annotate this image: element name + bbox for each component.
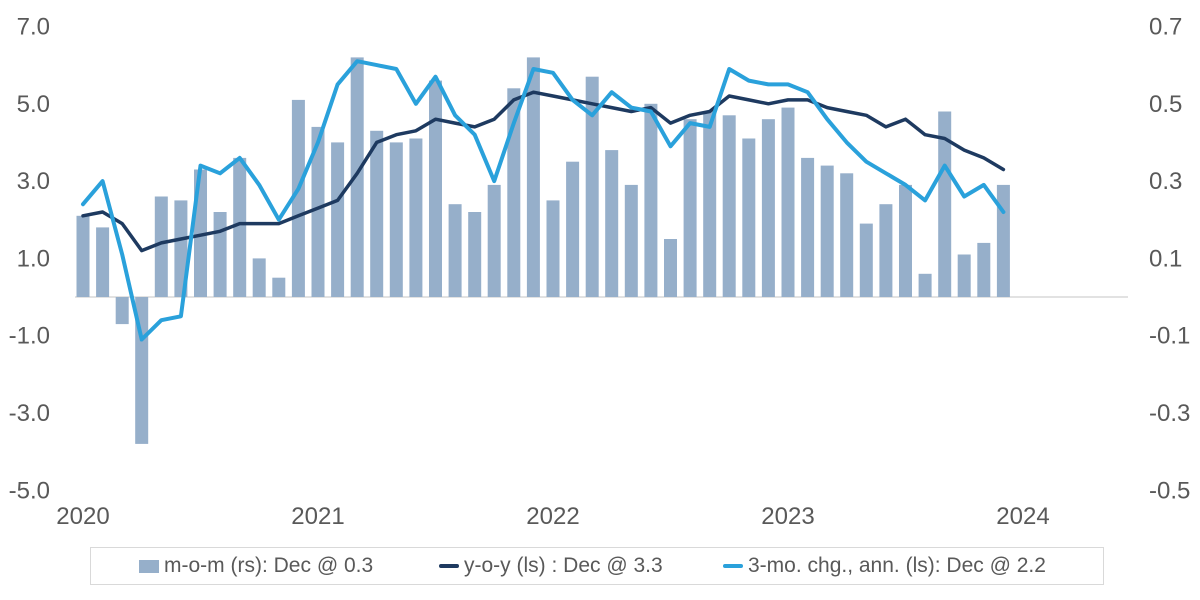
right-axis-tick: -0.3 [1149,400,1190,427]
left-axis-tick: -3.0 [9,400,50,427]
chart-legend: m-o-m (rs): Dec @ 0.3 y-o-y (ls) : Dec @… [90,547,1104,585]
bar-2021-05 [389,142,403,297]
left-axis-tick: 1.0 [17,245,50,272]
bar-2021-07 [429,80,442,297]
bar-2021-04 [370,130,384,297]
legend-swatch-yoy-line-icon [439,564,459,568]
bar-2023-06 [879,204,893,297]
legend-swatch-3mo-line-icon [723,564,743,568]
bar-2022-10 [722,115,736,297]
bar-2021-06 [409,138,423,297]
legend-item-yoy: y-o-y (ls) : Dec @ 3.3 [439,548,663,584]
bar-2020-12 [291,99,305,298]
x-axis-year-label: 2022 [526,503,579,530]
bar-2022-12 [761,119,775,297]
bar-2022-03 [585,76,599,297]
bar-2023-07 [899,184,912,297]
line-yoy [81,90,1006,253]
line-3mo [81,59,1006,342]
right-axis-tick: 0.3 [1149,168,1182,195]
left-axis-tick: -5.0 [9,477,50,504]
legend-label-yoy: y-o-y (ls) : Dec @ 3.3 [464,554,663,577]
bar-2022-08 [683,119,697,297]
bar-2023-01 [781,107,795,297]
bar-2021-03 [350,57,364,298]
bar-2023-04 [840,173,854,297]
bar-2023-08 [918,273,932,297]
bar-2023-10 [957,254,971,297]
bar-2022-06 [644,103,658,298]
left-axis-tick: 3.0 [17,168,50,195]
bar-2023-03 [820,165,834,297]
bar-2022-07 [664,239,677,297]
left-axis-tick: -1.0 [9,323,50,350]
bar-2023-12 [996,184,1010,297]
bar-2020-10 [252,258,266,297]
bar-2020-03 [115,297,129,325]
right-axis-tick: -0.5 [1149,477,1190,504]
right-axis-tick: 0.1 [1149,245,1182,272]
x-axis-year-label: 2021 [291,503,344,530]
bar-2022-09 [703,111,717,297]
bar-2023-05 [859,223,873,297]
bar-2021-10 [487,184,501,297]
x-axis-year-label: 2023 [761,503,814,530]
bar-2021-01 [311,126,325,298]
bar-2021-09 [468,212,482,297]
bar-2021-08 [448,204,462,297]
bar-2020-02 [96,227,110,297]
bar-2020-11 [272,277,286,297]
bar-2022-05 [624,184,638,297]
bar-2020-06 [174,200,188,297]
legend-label-3mo: 3-mo. chg., ann. (ls): Dec @ 2.2 [748,554,1046,577]
bar-2021-02 [331,142,345,297]
legend-item-3mo: 3-mo. chg., ann. (ls): Dec @ 2.2 [723,548,1046,584]
bar-2020-08 [213,212,227,297]
bar-2023-02 [801,157,815,297]
legend-item-mom: m-o-m (rs): Dec @ 0.3 [139,548,373,584]
legend-label-mom: m-o-m (rs): Dec @ 0.3 [164,554,374,577]
right-axis-tick: 0.7 [1149,13,1182,40]
bar-2022-01 [546,200,560,297]
left-axis-tick: 5.0 [17,91,50,118]
right-axis-tick: 0.5 [1149,91,1182,118]
x-axis-year-label: 2024 [996,503,1049,530]
bar-2022-11 [742,138,756,297]
bar-2023-09 [938,111,952,297]
bar-2021-11 [507,88,521,297]
bar-2020-09 [233,157,247,297]
x-axis-year-label: 2020 [56,503,109,530]
legend-swatch-bar-icon [139,559,159,573]
bar-2023-11 [977,242,991,297]
bar-2020-01 [76,215,90,297]
right-axis-tick: -0.1 [1149,323,1190,350]
bar-2021-12 [526,57,540,298]
bar-2022-04 [605,150,619,297]
left-axis-tick: 7.0 [17,13,50,40]
bar-2022-02 [566,161,580,297]
bar-2020-05 [154,196,168,297]
